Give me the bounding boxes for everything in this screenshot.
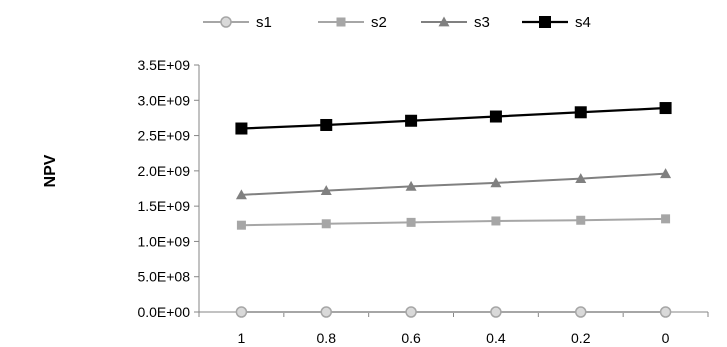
data-point-s3 <box>575 173 587 184</box>
data-point-s4 <box>320 118 333 131</box>
y-tick-label: 2.5E+09 <box>137 128 190 144</box>
data-point-s3 <box>660 168 672 179</box>
data-point-s1 <box>405 306 417 318</box>
legend-item-s4: s4 <box>522 14 591 31</box>
series-line-s3 <box>241 172 666 196</box>
data-point-s4 <box>235 122 248 135</box>
x-tick-label: 0.8 <box>317 330 337 346</box>
legend-item-s2: s2 <box>318 14 387 31</box>
data-point-s1 <box>575 306 587 318</box>
x-tick-label: 0 <box>662 330 670 346</box>
series-line-s4 <box>241 106 666 130</box>
data-point-s4 <box>405 114 418 127</box>
series-group <box>235 102 672 318</box>
data-point-s4 <box>659 102 672 115</box>
legend-label: s4 <box>575 14 591 31</box>
data-point-s4 <box>574 106 587 119</box>
legend-marker <box>220 16 232 28</box>
data-point-s3 <box>405 180 417 191</box>
legend-label: s1 <box>256 14 272 31</box>
data-point-s2 <box>576 215 586 225</box>
data-point-s1 <box>490 306 502 318</box>
x-tick-label: 0.2 <box>571 330 591 346</box>
data-point-s3 <box>490 177 502 188</box>
data-point-s2 <box>406 217 416 227</box>
data-point-s1 <box>235 306 248 318</box>
series-s1 <box>235 306 672 318</box>
legend: s1 s2 s3 s4 <box>203 14 591 31</box>
y-axis-label-group: NPV <box>42 154 59 187</box>
y-tick-label: 3.0E+09 <box>137 92 190 108</box>
data-point-s1 <box>659 306 672 318</box>
y-tick-label: 5.0E+08 <box>137 269 190 285</box>
y-tick-label: 1.0E+09 <box>137 233 190 249</box>
axes: 0.0E+00 5.0E+08 1.0E+09 1.5E+09 2.0E+09 2.5E+… <box>137 57 709 346</box>
data-point-s3 <box>235 189 247 200</box>
x-tick-label: 0.4 <box>486 330 506 346</box>
data-point-s4 <box>489 110 502 123</box>
series-s4 <box>235 102 672 135</box>
x-tick-label: 0.6 <box>401 330 421 346</box>
data-point-s2 <box>661 214 671 224</box>
data-point-s2 <box>491 216 501 226</box>
data-point-s3 <box>320 185 332 196</box>
series-s3 <box>235 168 672 200</box>
y-tick-label: 0.0E+00 <box>137 304 190 320</box>
legend-marker <box>539 16 551 28</box>
series-line-s2 <box>241 217 666 227</box>
legend-item-s1: s1 <box>203 14 272 31</box>
legend-label: s2 <box>371 14 387 31</box>
y-tick-label: 2.0E+09 <box>137 163 190 179</box>
data-point-s2 <box>321 219 331 229</box>
data-point-s2 <box>236 220 246 230</box>
legend-marker <box>336 17 346 27</box>
y-tick-label: 1.5E+09 <box>137 198 190 214</box>
data-point-s1 <box>320 306 332 318</box>
x-tick-label: 1 <box>238 330 246 346</box>
y-axis-label: NPV <box>42 154 59 187</box>
y-tick-label: 3.5E+09 <box>137 57 190 73</box>
series-s2 <box>236 214 671 230</box>
legend-label: s3 <box>474 14 490 31</box>
legend-marker <box>438 16 450 27</box>
legend-item-s3: s3 <box>421 14 490 31</box>
